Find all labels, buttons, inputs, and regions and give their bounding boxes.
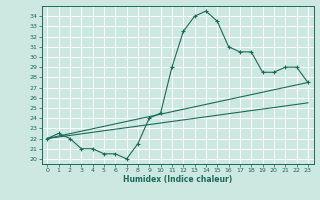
X-axis label: Humidex (Indice chaleur): Humidex (Indice chaleur) — [123, 175, 232, 184]
